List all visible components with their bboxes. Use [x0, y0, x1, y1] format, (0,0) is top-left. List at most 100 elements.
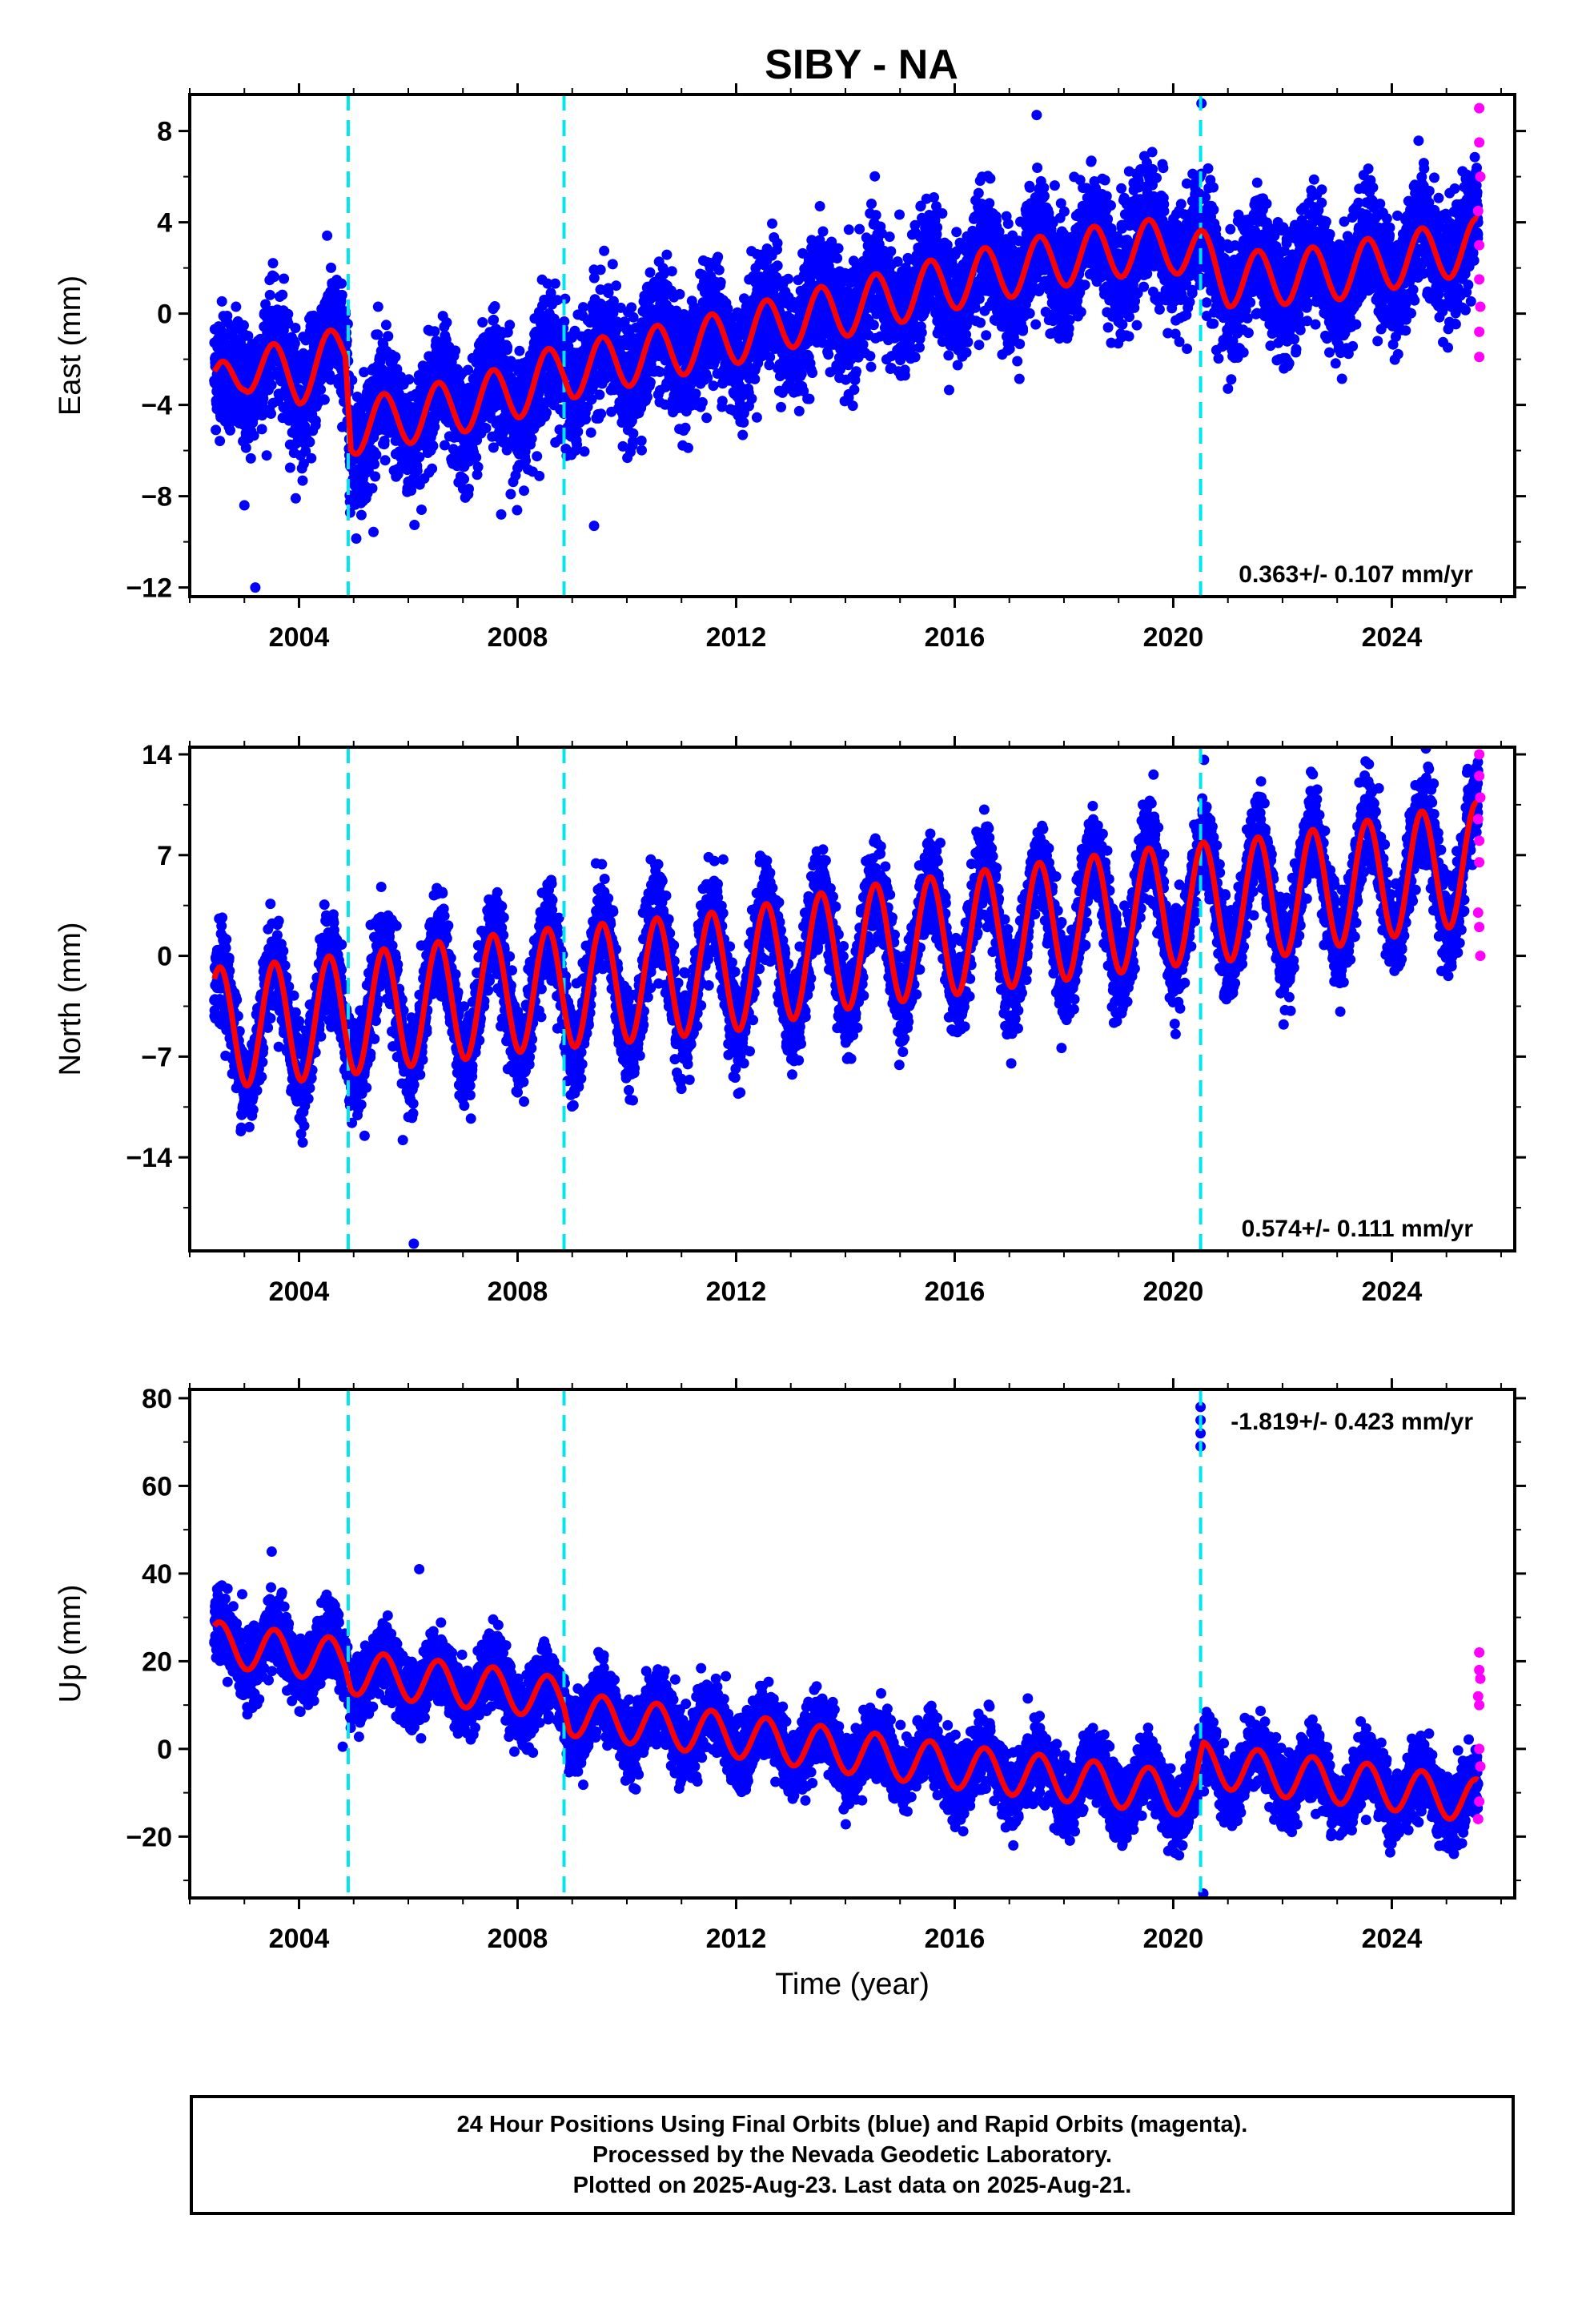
final-orbit-point: [804, 393, 815, 404]
final-orbit-point: [269, 271, 280, 283]
final-orbit-point: [642, 392, 652, 403]
final-orbit-point: [245, 452, 256, 464]
final-orbit-point: [899, 370, 910, 381]
final-orbit-point: [772, 260, 783, 271]
final-orbit-point: [336, 278, 347, 289]
final-orbit-point: [596, 408, 607, 420]
final-orbit-point: [319, 394, 330, 405]
final-orbit-point: [626, 302, 637, 313]
final-orbit-point: [336, 289, 347, 300]
final-orbit-point: [266, 380, 277, 391]
final-orbit-point: [464, 484, 474, 494]
final-orbit-point: [628, 428, 639, 439]
final-orbit-point: [854, 223, 865, 235]
final-orbit-point: [231, 301, 242, 312]
final-orbit-point: [412, 465, 423, 476]
final-orbit-point: [215, 436, 226, 447]
final-orbit-point: [488, 314, 500, 325]
final-orbit-point: [674, 288, 685, 300]
final-orbit-point: [379, 436, 390, 446]
final-orbit-point: [783, 273, 793, 284]
final-orbit-point: [480, 423, 492, 434]
final-orbit-point: [793, 405, 805, 416]
final-orbit-point: [463, 364, 474, 376]
final-orbit-point: [519, 485, 529, 497]
final-orbit-point: [429, 421, 440, 432]
final-orbit-point: [929, 192, 939, 203]
final-orbit-point: [865, 361, 877, 372]
final-orbit-point: [644, 267, 656, 278]
final-orbit-point: [284, 462, 295, 473]
final-orbit-point: [717, 396, 728, 407]
final-orbit-point: [944, 384, 954, 396]
final-orbit-point: [937, 208, 948, 219]
final-orbit-point: [715, 277, 726, 287]
final-orbit-point: [713, 264, 725, 275]
final-orbit-point: [450, 345, 461, 356]
final-orbit-point: [526, 433, 537, 444]
final-orbit-point: [644, 376, 656, 388]
final-orbit-point: [429, 326, 440, 337]
final-orbit-point: [277, 289, 288, 300]
final-orbit-point: [283, 308, 294, 320]
final-orbit-point: [534, 470, 545, 481]
final-orbit-point: [369, 459, 380, 470]
final-orbit-point: [368, 526, 379, 537]
final-orbit-point: [909, 352, 921, 363]
final-orbit-point: [310, 415, 321, 426]
final-orbit-point: [258, 393, 269, 404]
final-orbit-point: [588, 272, 600, 283]
final-orbit-point: [279, 273, 290, 284]
final-orbit-point: [472, 461, 484, 472]
final-orbit-point: [260, 299, 271, 310]
final-orbit-point: [502, 342, 513, 352]
chart-title: SIBY - NA: [765, 42, 958, 88]
final-orbit-point: [256, 424, 267, 435]
final-orbit-point: [737, 429, 749, 440]
final-orbit-point: [289, 338, 300, 349]
final-orbit-point: [243, 331, 254, 341]
final-orbit-point: [267, 258, 279, 269]
final-orbit-point: [239, 320, 249, 331]
final-orbit-point: [636, 435, 647, 446]
final-orbit-point: [290, 323, 301, 333]
final-orbit-point: [248, 430, 259, 441]
final-orbit-point: [697, 396, 708, 408]
final-orbit-points-east: [209, 98, 1484, 593]
final-orbit-point: [738, 417, 749, 428]
final-orbit-point: [504, 320, 516, 331]
final-orbit-point: [351, 392, 363, 402]
final-orbit-point: [776, 401, 786, 412]
final-orbit-point: [932, 222, 943, 233]
plot-area-east: [209, 94, 1486, 597]
final-orbit-point: [772, 238, 783, 249]
final-orbit-point: [372, 329, 383, 340]
final-orbit-point: [392, 468, 404, 480]
final-orbit-point: [607, 259, 618, 270]
final-orbit-point: [884, 231, 895, 243]
final-orbit-point: [371, 449, 382, 460]
final-orbit-point: [264, 289, 275, 300]
final-orbit-point: [847, 400, 858, 412]
final-orbit-point: [459, 473, 470, 485]
final-orbit-point: [817, 226, 829, 237]
final-orbit-point: [869, 171, 881, 182]
final-orbit-point: [514, 345, 525, 356]
final-orbit-point: [379, 455, 391, 466]
final-orbit-point: [894, 209, 905, 220]
final-orbit-point: [690, 388, 701, 400]
final-orbit-point: [943, 350, 954, 361]
final-orbit-point: [578, 302, 588, 313]
final-orbit-point: [351, 533, 362, 544]
final-orbit-point: [843, 224, 854, 235]
final-orbit-point: [512, 505, 523, 516]
final-orbit-point: [532, 451, 543, 462]
final-orbit-point: [541, 407, 552, 418]
final-orbit-point: [807, 368, 818, 378]
final-orbit-point: [304, 436, 315, 448]
final-orbit-point: [851, 366, 861, 377]
final-orbit-point: [266, 408, 276, 419]
final-orbit-point: [300, 445, 311, 456]
final-orbit-point: [868, 320, 879, 331]
